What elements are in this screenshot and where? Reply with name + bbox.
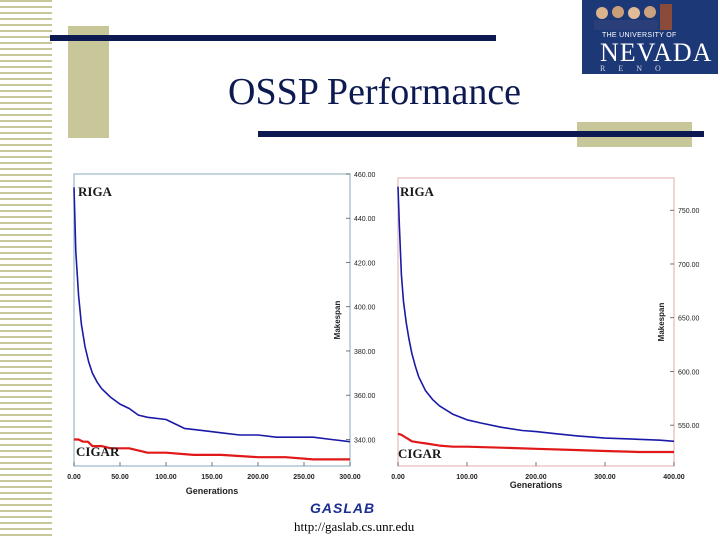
x-tick-label: 150.00 — [201, 474, 223, 481]
logo-city: RENO — [600, 64, 674, 73]
y-tick-label: 420.00 — [354, 260, 376, 267]
chart-left-svg: 340.00 360.00 380.00 400.00 420.00 440.00 460.… — [67, 172, 376, 496]
y-tick-label: 440.00 — [354, 216, 376, 223]
decorative-stripes — [0, 0, 52, 540]
y-tick-label: 400.00 — [354, 305, 376, 312]
x-tick-label: 300.00 — [594, 474, 616, 481]
series-line-riga — [397, 186, 675, 443]
y-tick-label: 360.00 — [354, 393, 376, 400]
x-tick-label: 100.00 — [456, 474, 478, 481]
gaslab-label: GASLAB — [310, 500, 376, 516]
y-tick-label: 340.00 — [354, 437, 376, 444]
plot-border — [397, 177, 675, 467]
x-tick-label: 200.00 — [247, 474, 269, 481]
x-axis-label: Generations — [510, 480, 563, 490]
x-tick-label: 250.00 — [293, 474, 315, 481]
x-tick-label: 400.00 — [663, 474, 685, 481]
logo-university-line: THE UNIVERSITY OF — [602, 32, 677, 39]
y-axis-label: Makespan — [657, 303, 666, 342]
legend-label-cigar: CIGAR — [398, 446, 442, 461]
legend-label-riga: RIGA — [78, 184, 113, 199]
students-photo-icon — [594, 4, 672, 30]
y-tick-label: 750.00 — [678, 208, 700, 215]
chart-right-svg: 550.00 600.00 650.00 700.00 750.00 0.00 100.00… — [391, 177, 700, 490]
x-axis-label: Generations — [186, 486, 239, 496]
slide-title: OSSP Performance — [228, 71, 522, 113]
y-tick-label: 460.00 — [354, 172, 376, 179]
y-axis-label: Makespan — [333, 301, 342, 340]
x-tick-label: 300.00 — [339, 474, 361, 481]
y-tick-label: 600.00 — [678, 369, 700, 376]
series-line-cigar — [74, 438, 350, 461]
series-line-riga — [73, 187, 351, 443]
chart-left: 340.00 360.00 380.00 400.00 420.00 440.00 460.… — [60, 166, 378, 500]
plot-border — [73, 173, 351, 467]
x-tick-label: 100.00 — [155, 474, 177, 481]
decorative-bar-bottom — [258, 131, 704, 137]
university-logo: THE UNIVERSITY OF NEVADA RENO — [582, 0, 718, 74]
logo-name: NEVADA — [600, 38, 713, 67]
gaslab-url[interactable]: http://gaslab.cs.unr.edu — [294, 519, 415, 534]
series-line-cigar — [397, 432, 674, 454]
decorative-olive-block-left — [68, 26, 109, 138]
decorative-bar-top — [50, 35, 496, 41]
chart-right: 550.00 600.00 650.00 700.00 750.00 0.00 100.00… — [384, 172, 706, 494]
y-tick-label: 380.00 — [354, 349, 376, 356]
x-tick-label: 0.00 — [67, 474, 81, 481]
x-tick-label: 200.00 — [525, 474, 547, 481]
y-tick-label: 650.00 — [678, 316, 700, 323]
x-tick-label: 0.00 — [391, 474, 405, 481]
x-tick-label: 50.00 — [111, 474, 129, 481]
y-tick-label: 700.00 — [678, 262, 700, 269]
legend-label-riga: RIGA — [400, 184, 435, 199]
legend-label-cigar: CIGAR — [76, 444, 120, 459]
y-tick-label: 550.00 — [678, 423, 700, 430]
